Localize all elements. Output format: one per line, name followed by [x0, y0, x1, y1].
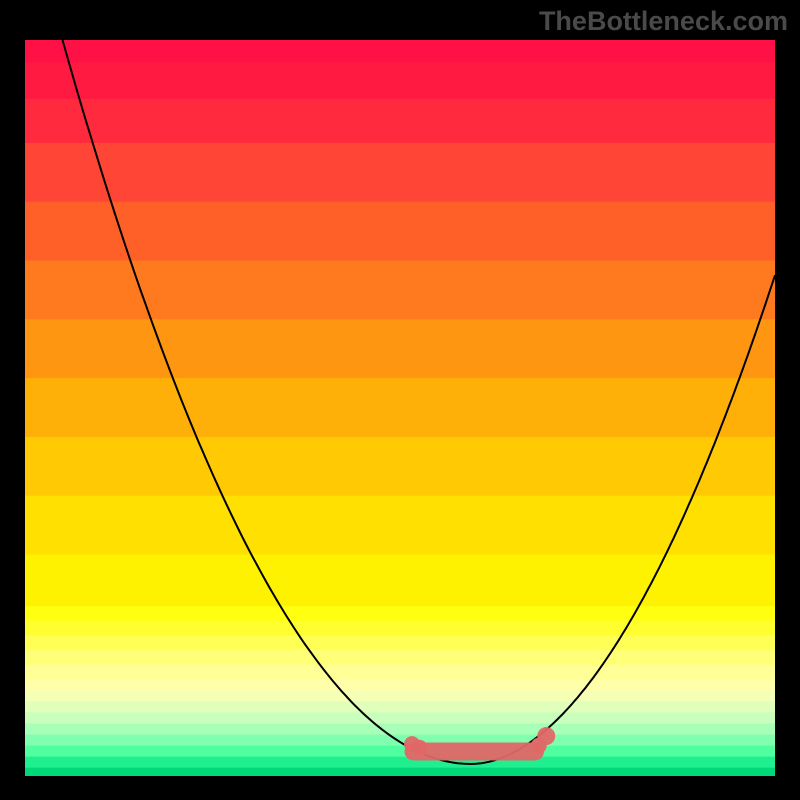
bg-band-7	[25, 378, 775, 438]
bg-band-12	[25, 621, 775, 637]
bg-band-11	[25, 606, 775, 622]
bg-band-23	[25, 757, 775, 769]
bg-band-3	[25, 143, 775, 203]
floor-dot-1	[412, 740, 428, 756]
floor-dot-3	[537, 727, 555, 745]
bg-band-8	[25, 437, 775, 497]
bg-band-6	[25, 319, 775, 379]
bg-band-1	[25, 62, 775, 100]
bg-band-13	[25, 635, 775, 651]
bg-band-24	[25, 768, 775, 776]
bg-band-0	[25, 40, 775, 63]
bg-band-21	[25, 735, 775, 747]
bg-band-19	[25, 713, 775, 725]
bg-band-9	[25, 496, 775, 556]
chart-stage: TheBottleneck.com	[0, 0, 800, 800]
chart-svg	[0, 0, 800, 800]
bg-band-14	[25, 650, 775, 666]
bg-band-17	[25, 690, 775, 702]
bg-band-5	[25, 261, 775, 321]
bg-band-22	[25, 746, 775, 758]
bg-band-16	[25, 679, 775, 691]
bg-band-2	[25, 99, 775, 144]
bg-band-4	[25, 202, 775, 262]
bg-band-15	[25, 665, 775, 681]
bg-band-18	[25, 702, 775, 714]
bg-band-20	[25, 724, 775, 736]
